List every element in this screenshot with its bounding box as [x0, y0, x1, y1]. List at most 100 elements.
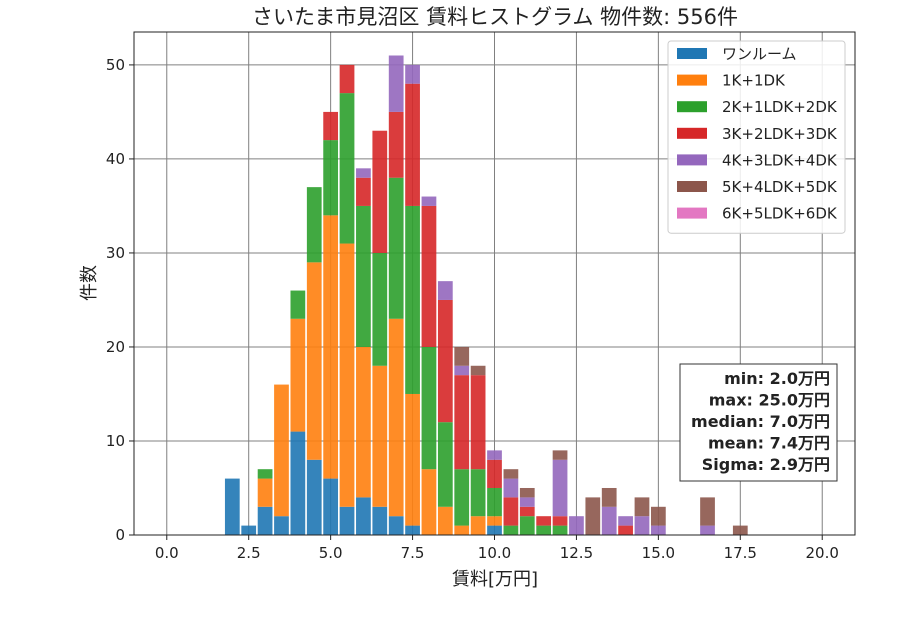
stats-line: max: 25.0万円	[709, 391, 830, 410]
bar-segment	[503, 469, 519, 479]
bar-segment	[356, 205, 371, 347]
x-tick-label: 17.5	[724, 544, 757, 562]
legend-swatch	[677, 101, 707, 113]
bar-segment	[454, 346, 470, 366]
bar-segment	[257, 469, 273, 479]
legend-swatch	[677, 48, 707, 59]
stats-frame	[679, 363, 838, 482]
x-tick-label: 12.5	[560, 544, 593, 562]
bar-segment	[437, 299, 453, 423]
bar-segment	[634, 516, 650, 535]
bar-segment	[388, 318, 404, 517]
bar-segment	[601, 506, 617, 535]
y-tick-label: 30	[106, 244, 125, 262]
bar-segment	[274, 384, 289, 517]
legend-label: 6K+5LDK+6DK	[722, 205, 838, 223]
bar-segment	[503, 525, 519, 535]
bar-segment	[536, 516, 552, 526]
x-tick-label: 5.0	[319, 544, 343, 562]
bar-segment	[437, 506, 453, 535]
bar-segment	[339, 243, 355, 507]
x-tick-label: 20.0	[806, 544, 839, 562]
bar-segment	[487, 516, 502, 526]
stats-line: mean: 7.4万円	[708, 434, 830, 453]
y-tick-label: 50	[106, 56, 125, 74]
bar-segment	[503, 478, 519, 498]
bar-segment	[339, 64, 355, 94]
bar-segment	[454, 375, 470, 470]
bar-segment	[732, 525, 748, 535]
legend-label: ワンルーム	[722, 45, 797, 63]
bar-segment	[552, 525, 568, 535]
bar-segment	[356, 168, 371, 178]
bar-segment	[437, 422, 453, 507]
bar-segment	[618, 525, 633, 535]
y-tick-label: 40	[106, 150, 125, 168]
bar-segment	[552, 516, 568, 526]
bar-segment	[650, 506, 666, 526]
bar-segment	[552, 450, 568, 460]
stats-line: Sigma: 2.9万円	[702, 455, 830, 474]
bar-segment	[421, 205, 437, 347]
bar-segment	[339, 93, 355, 244]
bar-segment	[274, 516, 289, 535]
bar-segment	[618, 516, 633, 526]
y-tick-label: 10	[106, 432, 125, 450]
bar-segment	[323, 111, 339, 141]
bar-segment	[372, 365, 388, 507]
legend-swatch	[677, 154, 707, 166]
bar-segment	[388, 55, 404, 112]
legend-label: 2K+1LDK+2DK	[722, 98, 838, 116]
bar-segment	[536, 525, 552, 535]
bar-segment	[290, 431, 306, 535]
bar-segment	[306, 459, 322, 535]
bar-segment	[487, 450, 502, 460]
legend-swatch	[677, 181, 707, 192]
bar-segment	[224, 478, 240, 535]
bar-segment	[323, 478, 339, 535]
chart-title: さいたま市見沼区 賃料ヒストグラム 物件数: 556件	[252, 5, 738, 29]
bar-segment	[339, 506, 355, 535]
legend-label: 3K+2LDK+3DK	[722, 125, 838, 143]
bar-segment	[306, 187, 322, 263]
legend-label: 5K+4LDK+5DK	[722, 178, 838, 196]
bar-segment	[470, 365, 486, 376]
bar-segment	[356, 497, 371, 535]
bar-segment	[356, 177, 371, 206]
x-tick-label: 10.0	[478, 544, 511, 562]
bar-segment	[650, 525, 666, 535]
bar-segment	[421, 469, 437, 535]
bar-segment	[290, 290, 306, 319]
bar-segment	[372, 130, 388, 253]
stats-box: min: 2.0万円 max: 25.0万円 median: 7.0万円 mean: …	[679, 363, 838, 482]
bar-segment	[519, 497, 535, 507]
bar-segment	[241, 525, 257, 535]
y-tick-label: 0	[115, 526, 125, 544]
bar-segment	[487, 459, 502, 488]
bar-segment	[700, 525, 715, 535]
bar-segment	[421, 196, 437, 206]
bar-segment	[470, 469, 486, 517]
bar-segment	[454, 525, 470, 535]
bar-segment	[356, 346, 371, 498]
y-axis-label: 件数	[79, 265, 100, 301]
bar-segment	[601, 487, 617, 507]
bar-segment	[388, 516, 404, 535]
bar-segment	[569, 516, 584, 535]
bar-segment	[323, 140, 339, 216]
bar-segment	[470, 516, 486, 535]
bar-segment	[519, 516, 535, 535]
bar-segment	[388, 177, 404, 319]
bar-segment	[405, 393, 420, 526]
bar-segment	[290, 318, 306, 432]
bar-segment	[454, 365, 470, 376]
bar-segment	[257, 478, 273, 507]
bars	[224, 55, 748, 535]
stats-line: min: 2.0万円	[724, 369, 830, 388]
legend-label: 1K+1DK	[722, 72, 786, 90]
y-tick-label: 20	[106, 338, 125, 356]
legend-label: 4K+3LDK+4DK	[722, 151, 838, 169]
stats-line: median: 7.0万円	[691, 412, 830, 431]
x-axis-label: 賃料[万円]	[452, 569, 538, 590]
bar-segment	[405, 205, 420, 394]
